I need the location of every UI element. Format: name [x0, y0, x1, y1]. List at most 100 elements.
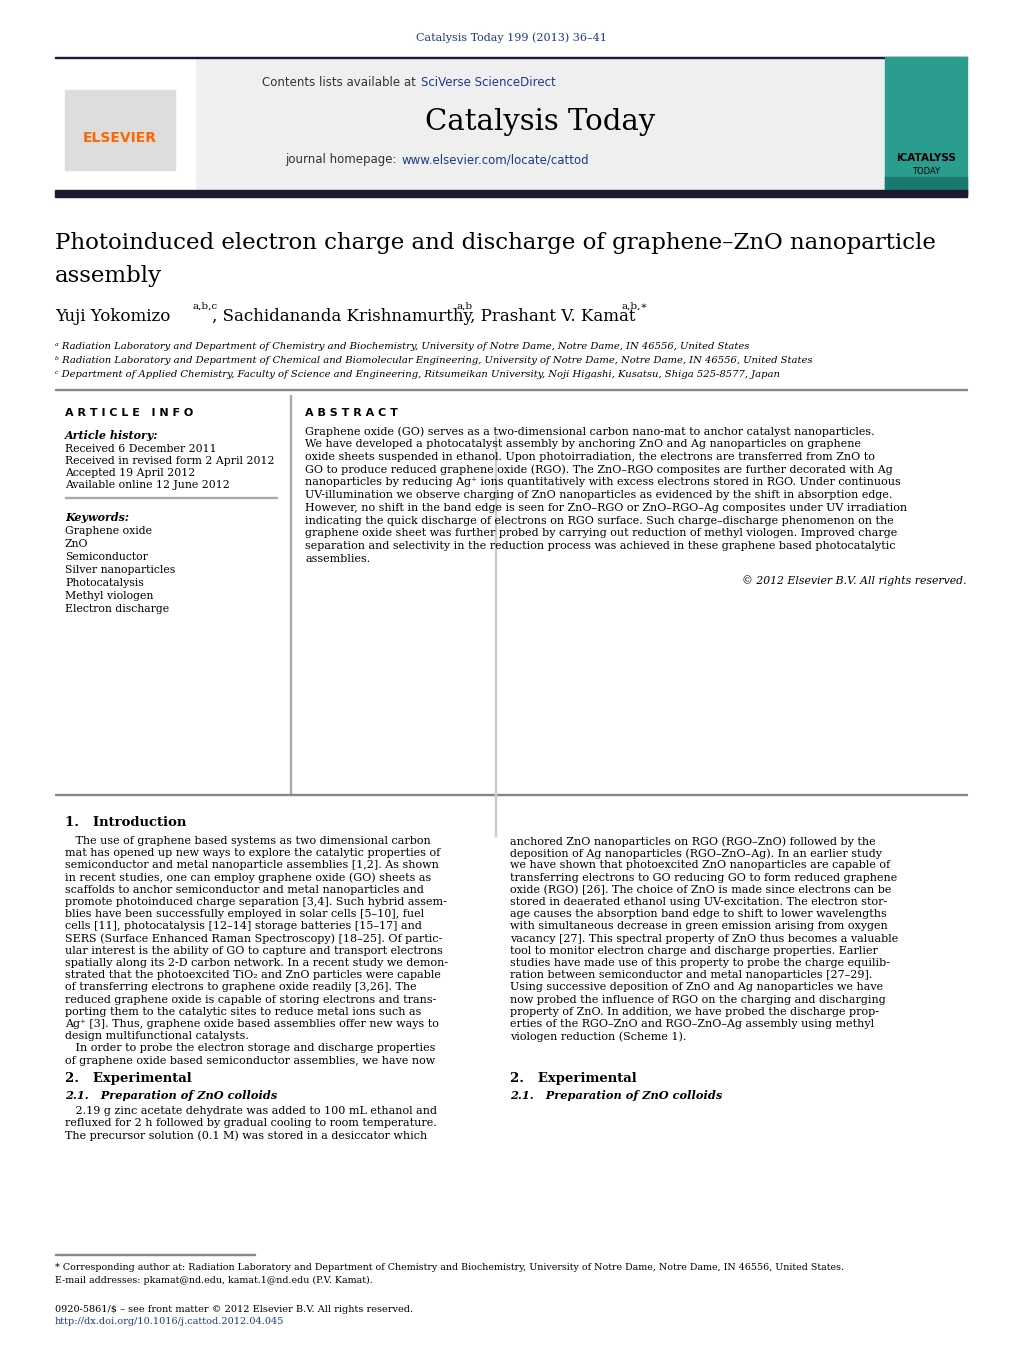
Text: Contents lists available at: Contents lists available at: [262, 76, 420, 89]
Text: 2.   Experimental: 2. Experimental: [510, 1071, 637, 1085]
Text: Catalysis Today 199 (2013) 36–41: Catalysis Today 199 (2013) 36–41: [416, 32, 606, 43]
Text: Article history:: Article history:: [65, 430, 158, 440]
Text: 2.19 g zinc acetate dehydrate was added to 100 mL ethanol and: 2.19 g zinc acetate dehydrate was added …: [65, 1106, 437, 1116]
Text: separation and selectivity in the reduction process was achieved in these graphe: separation and selectivity in the reduct…: [305, 542, 895, 551]
Text: transferring electrons to GO reducing GO to form reduced graphene: transferring electrons to GO reducing GO…: [510, 873, 897, 882]
Text: cells [11], photocatalysis [12–14] storage batteries [15–17] and: cells [11], photocatalysis [12–14] stora…: [65, 921, 422, 931]
Text: Photocatalysis: Photocatalysis: [65, 578, 144, 588]
Text: stored in deaerated ethanol using UV-excitation. The electron stor-: stored in deaerated ethanol using UV-exc…: [510, 897, 887, 907]
Text: semiconductor and metal nanoparticle assemblies [1,2]. As shown: semiconductor and metal nanoparticle ass…: [65, 861, 439, 870]
Text: of transferring electrons to graphene oxide readily [3,26]. The: of transferring electrons to graphene ox…: [65, 982, 417, 993]
Text: deposition of Ag nanoparticles (RGO–ZnO–Ag). In an earlier study: deposition of Ag nanoparticles (RGO–ZnO–…: [510, 848, 882, 859]
Text: ration between semiconductor and metal nanoparticles [27–29].: ration between semiconductor and metal n…: [510, 970, 872, 981]
Text: SciVerse ScienceDirect: SciVerse ScienceDirect: [421, 76, 555, 89]
Text: Using successive deposition of ZnO and Ag nanoparticles we have: Using successive deposition of ZnO and A…: [510, 982, 883, 993]
Text: The use of graphene based systems as two dimensional carbon: The use of graphene based systems as two…: [65, 836, 431, 846]
Text: We have developed a photocatalyst assembly by anchoring ZnO and Ag nanoparticles: We have developed a photocatalyst assemb…: [305, 439, 861, 449]
Text: * Corresponding author at: Radiation Laboratory and Department of Chemistry and : * Corresponding author at: Radiation Lab…: [55, 1263, 844, 1273]
Text: www.elsevier.com/locate/cattod: www.elsevier.com/locate/cattod: [401, 154, 589, 166]
Text: anchored ZnO nanoparticles on RGO (RGO–ZnO) followed by the: anchored ZnO nanoparticles on RGO (RGO–Z…: [510, 836, 876, 847]
Text: 1.   Introduction: 1. Introduction: [65, 816, 187, 830]
Text: studies have made use of this property to probe the charge equilib-: studies have made use of this property t…: [510, 958, 890, 969]
Text: in recent studies, one can employ graphene oxide (GO) sheets as: in recent studies, one can employ graphe…: [65, 873, 431, 884]
Text: assemblies.: assemblies.: [305, 554, 371, 563]
Text: indicating the quick discharge of electrons on RGO surface. Such charge–discharg: indicating the quick discharge of electr…: [305, 516, 893, 526]
Text: , Sachidananda Krishnamurthy: , Sachidananda Krishnamurthy: [212, 308, 473, 326]
Text: of graphene oxide based semiconductor assemblies, we have now: of graphene oxide based semiconductor as…: [65, 1055, 435, 1066]
Text: Keywords:: Keywords:: [65, 512, 129, 523]
Bar: [885, 177, 967, 195]
Text: a,b,∗: a,b,∗: [621, 303, 647, 311]
Text: In order to probe the electron storage and discharge properties: In order to probe the electron storage a…: [65, 1043, 435, 1054]
Text: A R T I C L E   I N F O: A R T I C L E I N F O: [65, 408, 193, 417]
Text: oxide (RGO) [26]. The choice of ZnO is made since electrons can be: oxide (RGO) [26]. The choice of ZnO is m…: [510, 885, 891, 896]
Bar: [55, 57, 967, 58]
Text: © 2012 Elsevier B.V. All rights reserved.: © 2012 Elsevier B.V. All rights reserved…: [742, 574, 967, 585]
Text: oxide sheets suspended in ethanol. Upon photoirradiation, the electrons are tran: oxide sheets suspended in ethanol. Upon …: [305, 451, 875, 462]
Text: SERS (Surface Enhanced Raman Spectroscopy) [18–25]. Of partic-: SERS (Surface Enhanced Raman Spectroscop…: [65, 934, 442, 944]
Text: Methyl viologen: Methyl viologen: [65, 590, 153, 601]
Text: spatially along its 2-D carbon network. In a recent study we demon-: spatially along its 2-D carbon network. …: [65, 958, 448, 969]
Bar: [65, 91, 175, 170]
Text: scaffolds to anchor semiconductor and metal nanoparticles and: scaffolds to anchor semiconductor and me…: [65, 885, 424, 894]
Text: Catalysis Today: Catalysis Today: [425, 108, 655, 136]
Bar: [55, 57, 195, 195]
Text: ZnO: ZnO: [65, 539, 89, 549]
Text: tool to monitor electron charge and discharge properties. Earlier: tool to monitor electron charge and disc…: [510, 946, 878, 955]
Text: a,b: a,b: [456, 303, 472, 311]
Text: Photoinduced electron charge and discharge of graphene–ZnO nanoparticle: Photoinduced electron charge and dischar…: [55, 232, 936, 254]
Text: Received in revised form 2 April 2012: Received in revised form 2 April 2012: [65, 457, 275, 466]
Text: 2.1.   Preparation of ZnO colloids: 2.1. Preparation of ZnO colloids: [65, 1090, 278, 1101]
Text: blies have been successfully employed in solar cells [5–10], fuel: blies have been successfully employed in…: [65, 909, 424, 919]
Text: refluxed for 2 h followed by gradual cooling to room temperature.: refluxed for 2 h followed by gradual coo…: [65, 1119, 437, 1128]
Text: However, no shift in the band edge is seen for ZnO–RGO or ZnO–RGO–Ag composites : However, no shift in the band edge is se…: [305, 503, 907, 513]
Text: The precursor solution (0.1 M) was stored in a desiccator which: The precursor solution (0.1 M) was store…: [65, 1131, 427, 1142]
Text: assembly: assembly: [55, 265, 162, 286]
Text: nanoparticles by reducing Ag⁺ ions quantitatively with excess electrons stored i: nanoparticles by reducing Ag⁺ ions quant…: [305, 477, 901, 488]
Text: porting them to the catalytic sites to reduce metal ions such as: porting them to the catalytic sites to r…: [65, 1006, 422, 1017]
Text: A B S T R A C T: A B S T R A C T: [305, 408, 398, 417]
Text: mat has opened up new ways to explore the catalytic properties of: mat has opened up new ways to explore th…: [65, 848, 440, 858]
Text: age causes the absorption band edge to shift to lower wavelengths: age causes the absorption band edge to s…: [510, 909, 887, 919]
Text: promote photoinduced charge separation [3,4]. Such hybrid assem-: promote photoinduced charge separation […: [65, 897, 447, 907]
Text: Accepted 19 April 2012: Accepted 19 April 2012: [65, 467, 195, 478]
Text: Graphene oxide (GO) serves as a two-dimensional carbon nano-mat to anchor cataly: Graphene oxide (GO) serves as a two-dime…: [305, 426, 875, 436]
Text: Ag⁺ [3]. Thus, graphene oxide based assemblies offer new ways to: Ag⁺ [3]. Thus, graphene oxide based asse…: [65, 1019, 439, 1029]
Text: Semiconductor: Semiconductor: [65, 553, 148, 562]
Text: journal homepage:: journal homepage:: [285, 154, 400, 166]
Bar: [885, 57, 967, 195]
Text: 2.1.   Preparation of ZnO colloids: 2.1. Preparation of ZnO colloids: [510, 1090, 722, 1101]
Text: Available online 12 June 2012: Available online 12 June 2012: [65, 480, 230, 490]
Text: 0920-5861/$ – see front matter © 2012 Elsevier B.V. All rights reserved.: 0920-5861/$ – see front matter © 2012 El…: [55, 1305, 414, 1315]
Text: ᶜ Department of Applied Chemistry, Faculty of Science and Engineering, Ritsumeik: ᶜ Department of Applied Chemistry, Facul…: [55, 370, 780, 380]
Text: vacancy [27]. This spectral property of ZnO thus becomes a valuable: vacancy [27]. This spectral property of …: [510, 934, 898, 943]
Bar: [55, 190, 967, 197]
Text: ᵃ Radiation Laboratory and Department of Chemistry and Biochemistry, University : ᵃ Radiation Laboratory and Department of…: [55, 342, 749, 351]
Text: with simultaneous decrease in green emission arising from oxygen: with simultaneous decrease in green emis…: [510, 921, 887, 931]
Text: strated that the photoexcited TiO₂ and ZnO particles were capable: strated that the photoexcited TiO₂ and Z…: [65, 970, 441, 981]
Text: Electron discharge: Electron discharge: [65, 604, 169, 613]
Text: ᵇ Radiation Laboratory and Department of Chemical and Biomolecular Engineering, : ᵇ Radiation Laboratory and Department of…: [55, 357, 813, 365]
Text: Yuji Yokomizo: Yuji Yokomizo: [55, 308, 171, 326]
Text: GO to produce reduced graphene oxide (RGO). The ZnO–RGO composites are further d: GO to produce reduced graphene oxide (RG…: [305, 465, 892, 476]
Text: E-mail addresses: pkamat@nd.edu, kamat.1@nd.edu (P.V. Kamat).: E-mail addresses: pkamat@nd.edu, kamat.1…: [55, 1275, 373, 1285]
Text: graphene oxide sheet was further probed by carrying out reduction of methyl viol: graphene oxide sheet was further probed …: [305, 528, 897, 539]
Text: Received 6 December 2011: Received 6 December 2011: [65, 444, 216, 454]
Text: property of ZnO. In addition, we have probed the discharge prop-: property of ZnO. In addition, we have pr…: [510, 1006, 879, 1017]
Text: Silver nanoparticles: Silver nanoparticles: [65, 565, 176, 576]
Text: iCATALYSS: iCATALYSS: [896, 153, 956, 163]
Text: TODAY: TODAY: [912, 168, 940, 177]
Text: design multifunctional catalysts.: design multifunctional catalysts.: [65, 1031, 249, 1042]
Text: 2.   Experimental: 2. Experimental: [65, 1071, 192, 1085]
Text: Graphene oxide: Graphene oxide: [65, 526, 152, 536]
Text: now probed the influence of RGO on the charging and discharging: now probed the influence of RGO on the c…: [510, 994, 886, 1005]
Text: UV-illumination we observe charging of ZnO nanoparticles as evidenced by the shi: UV-illumination we observe charging of Z…: [305, 490, 892, 500]
Text: we have shown that photoexcited ZnO nanoparticles are capable of: we have shown that photoexcited ZnO nano…: [510, 861, 890, 870]
Text: , Prashant V. Kamat: , Prashant V. Kamat: [470, 308, 635, 326]
Text: viologen reduction (Scheme 1).: viologen reduction (Scheme 1).: [510, 1031, 686, 1042]
Text: http://dx.doi.org/10.1016/j.cattod.2012.04.045: http://dx.doi.org/10.1016/j.cattod.2012.…: [55, 1317, 285, 1325]
Bar: [195, 57, 885, 195]
Text: ular interest is the ability of GO to capture and transport electrons: ular interest is the ability of GO to ca…: [65, 946, 443, 955]
Text: a,b,c: a,b,c: [192, 303, 217, 311]
Text: reduced graphene oxide is capable of storing electrons and trans-: reduced graphene oxide is capable of sto…: [65, 994, 436, 1005]
